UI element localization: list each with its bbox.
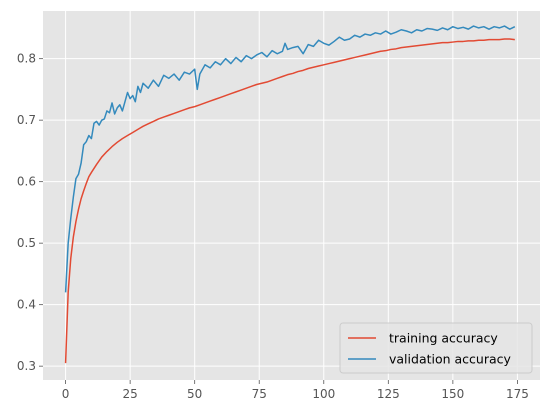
x-tick-label: 150 bbox=[441, 387, 464, 401]
legend: training accuracy validation accuracy bbox=[339, 322, 533, 374]
y-tick-label: 0.4 bbox=[17, 298, 36, 312]
y-tick-label: 0.7 bbox=[17, 113, 36, 127]
series-line-validation-accuracy bbox=[64, 25, 516, 293]
legend-box bbox=[339, 322, 533, 374]
plot-area bbox=[43, 11, 540, 380]
y-tick-label: 0.3 bbox=[17, 359, 36, 373]
legend-label: validation accuracy bbox=[389, 352, 512, 367]
x-tick-label: 100 bbox=[312, 387, 335, 401]
y-tick-label: 0.8 bbox=[17, 52, 36, 66]
x-tick-label: 25 bbox=[122, 387, 137, 401]
y-tick-label: 0.5 bbox=[17, 236, 36, 250]
series-lines bbox=[64, 25, 516, 364]
y-tick-label: 0.6 bbox=[17, 175, 36, 189]
x-tick-label: 125 bbox=[377, 387, 400, 401]
legend-label: training accuracy bbox=[389, 331, 498, 346]
series-line-training-accuracy bbox=[64, 38, 515, 364]
x-tick-label: 175 bbox=[506, 387, 529, 401]
x-tick-label: 50 bbox=[187, 387, 202, 401]
axis-ticks: 0 25 50 75 100 125 150 175 0.3 0.4 0.5 0.6 0.7 0.8 bbox=[17, 52, 529, 401]
x-tick-label: 0 bbox=[62, 387, 70, 401]
x-tick-label: 75 bbox=[252, 387, 267, 401]
